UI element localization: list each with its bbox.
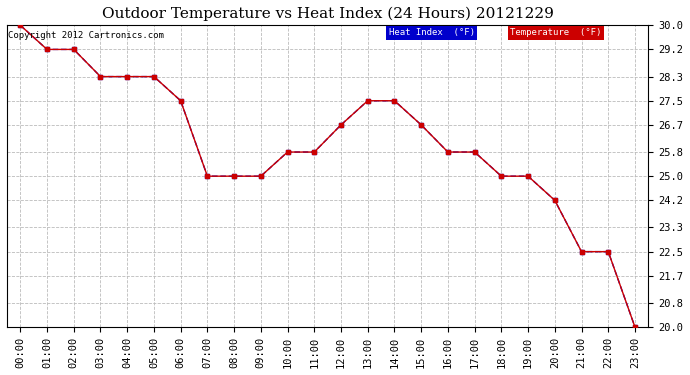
Text: Heat Index  (°F): Heat Index (°F) xyxy=(388,28,475,37)
Title: Outdoor Temperature vs Heat Index (24 Hours) 20121229: Outdoor Temperature vs Heat Index (24 Ho… xyxy=(101,7,553,21)
Text: Temperature  (°F): Temperature (°F) xyxy=(511,28,602,37)
Text: Copyright 2012 Cartronics.com: Copyright 2012 Cartronics.com xyxy=(8,32,164,40)
